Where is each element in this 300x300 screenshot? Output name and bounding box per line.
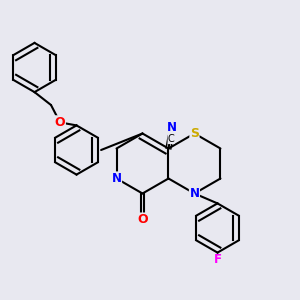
- Text: N: N: [167, 121, 177, 134]
- Text: F: F: [214, 253, 221, 266]
- Text: N: N: [112, 172, 122, 185]
- Text: O: O: [55, 116, 65, 129]
- Text: N: N: [190, 187, 200, 200]
- Text: O: O: [137, 213, 148, 226]
- Text: C: C: [168, 134, 175, 144]
- Text: S: S: [190, 127, 199, 140]
